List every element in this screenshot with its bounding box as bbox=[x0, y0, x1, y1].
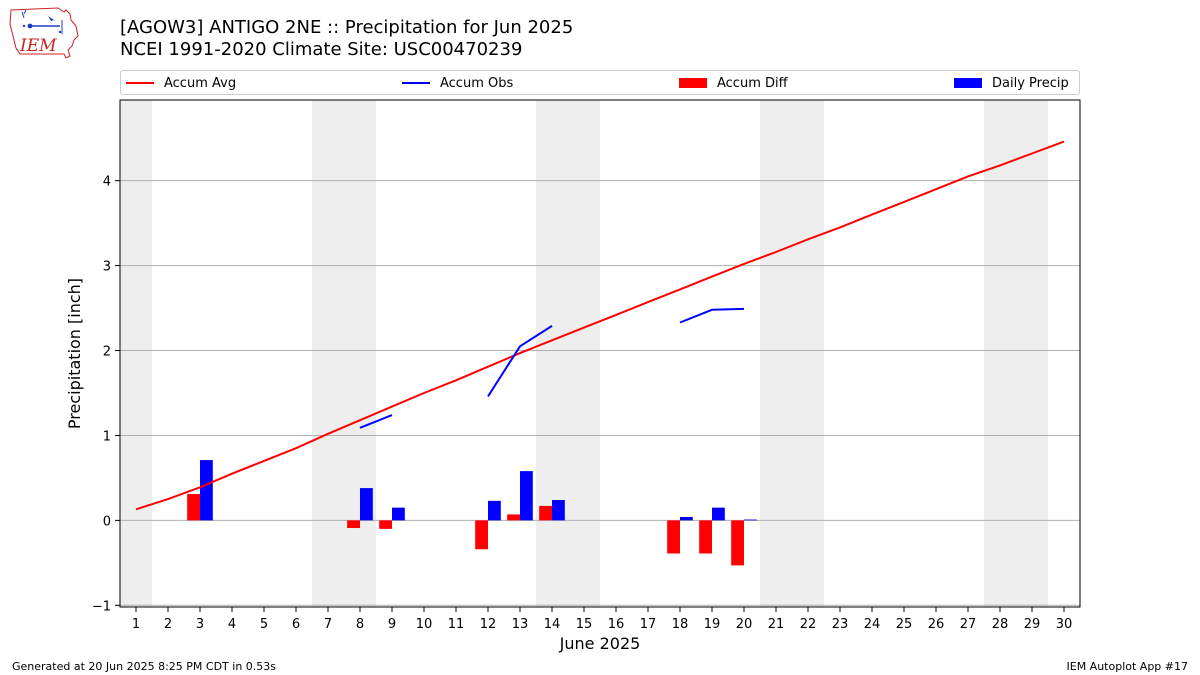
xtick-label-19: 19 bbox=[704, 617, 721, 632]
weekend-shade-day-14 bbox=[536, 100, 568, 607]
ytick-label-4: 4 bbox=[103, 175, 111, 190]
legend-item-daily-precip: Daily Precip bbox=[954, 74, 1069, 92]
accum-diff-bar-day-19 bbox=[699, 520, 712, 554]
plot-frame bbox=[119, 99, 1081, 608]
legend-label-accum-diff: Accum Diff bbox=[717, 75, 788, 91]
xtick-label-23: 23 bbox=[832, 617, 849, 632]
ytick-label-1: 1 bbox=[103, 429, 111, 444]
accum-diff-bar-day-9 bbox=[379, 520, 392, 529]
daily-precip-bar-day-14 bbox=[552, 499, 565, 521]
xtick-label-27: 27 bbox=[960, 617, 977, 632]
xtick-label-4: 4 bbox=[228, 617, 236, 632]
legend-item-accum-obs: Accum Obs bbox=[402, 74, 513, 92]
legend-item-accum-avg: Accum Avg bbox=[126, 74, 236, 92]
xtick-label-18: 18 bbox=[672, 617, 689, 632]
xtick-label-20: 20 bbox=[736, 617, 753, 632]
chart-title: [AGOW3] ANTIGO 2NE :: Precipitation for … bbox=[120, 17, 574, 38]
daily-precip-bar-day-8 bbox=[360, 488, 373, 521]
ytick-label-2: 2 bbox=[103, 345, 111, 360]
iem-logo: IEM bbox=[9, 7, 79, 59]
xtick-label-3: 3 bbox=[196, 617, 204, 632]
xtick-label-26: 26 bbox=[928, 617, 945, 632]
ytick-label-3: 3 bbox=[103, 260, 111, 275]
xtick-label-7: 7 bbox=[324, 617, 332, 632]
xtick-label-16: 16 bbox=[608, 617, 625, 632]
xtick-label-13: 13 bbox=[512, 617, 529, 632]
xtick-label-2: 2 bbox=[164, 617, 172, 632]
accum-obs-line-0 bbox=[359, 414, 393, 429]
accum-diff-bar-day-8 bbox=[347, 520, 360, 529]
weekend-shade-day-15 bbox=[568, 100, 600, 607]
xtick-label-14: 14 bbox=[544, 617, 561, 632]
xtick-label-9: 9 bbox=[388, 617, 396, 632]
accum-diff-bar-day-20 bbox=[731, 520, 744, 566]
xtick-label-10: 10 bbox=[416, 617, 433, 632]
weekend-shade-day-21 bbox=[760, 100, 792, 607]
weekend-shade-day-8 bbox=[344, 100, 376, 607]
xtick-label-30: 30 bbox=[1056, 617, 1073, 632]
daily-precip-bar-day-13 bbox=[520, 471, 533, 521]
legend-swatch-accum-diff bbox=[679, 78, 707, 88]
accum-diff-bar-day-14 bbox=[539, 505, 552, 521]
accum-obs-line-2 bbox=[679, 307, 745, 324]
weekend-shade-day-28 bbox=[984, 100, 1016, 607]
legend-swatch-accum-avg bbox=[126, 82, 154, 84]
xtick-label-12: 12 bbox=[480, 617, 497, 632]
xtick-label-6: 6 bbox=[292, 617, 300, 632]
xtick-label-15: 15 bbox=[576, 617, 593, 632]
x-axis-label: June 2025 bbox=[559, 634, 641, 653]
daily-precip-bar-day-20 bbox=[744, 519, 757, 521]
xtick-label-8: 8 bbox=[356, 617, 364, 632]
legend-swatch-accum-obs bbox=[402, 82, 430, 84]
accum-diff-bar-day-18 bbox=[667, 520, 680, 554]
accum-diff-bar-day-13 bbox=[507, 514, 520, 521]
xtick-label-24: 24 bbox=[864, 617, 881, 632]
legend-swatch-daily-precip bbox=[954, 78, 982, 88]
legend-label-accum-avg: Accum Avg bbox=[164, 75, 237, 91]
legend: Accum Avg Accum Obs Accum Diff Daily Pre… bbox=[120, 70, 1080, 95]
accum-diff-bar-day-3 bbox=[187, 494, 200, 521]
daily-precip-bar-day-12 bbox=[488, 500, 501, 521]
xtick-label-25: 25 bbox=[896, 617, 913, 632]
ytick-label--1: −1 bbox=[92, 599, 111, 614]
daily-precip-bar-day-18 bbox=[680, 516, 693, 521]
ytick-label-0: 0 bbox=[103, 514, 111, 529]
app-label: IEM Autoplot App #17 bbox=[1066, 660, 1189, 673]
xtick-label-17: 17 bbox=[640, 617, 657, 632]
xtick-label-28: 28 bbox=[992, 617, 1009, 632]
xtick-label-22: 22 bbox=[800, 617, 817, 632]
weekend-shade-day-29 bbox=[1016, 100, 1048, 607]
y-axis-label: Precipitation [inch] bbox=[65, 278, 84, 429]
xtick-label-29: 29 bbox=[1024, 617, 1041, 632]
iem-logo-text: IEM bbox=[19, 36, 57, 56]
xtick-label-21: 21 bbox=[768, 617, 785, 632]
daily-precip-bar-day-3 bbox=[200, 460, 213, 521]
weekend-shade-day-1 bbox=[120, 100, 152, 607]
weekend-shade-day-7 bbox=[312, 100, 344, 607]
accum-avg-line-0 bbox=[135, 140, 1065, 511]
generated-timestamp: Generated at 20 Jun 2025 8:25 PM CDT in … bbox=[12, 660, 277, 673]
xtick-label-1: 1 bbox=[132, 617, 140, 632]
accum-obs-line-1 bbox=[487, 325, 553, 397]
chart-subtitle: NCEI 1991-2020 Climate Site: USC00470239 bbox=[120, 39, 523, 60]
xtick-label-5: 5 bbox=[260, 617, 268, 632]
legend-label-daily-precip: Daily Precip bbox=[992, 75, 1069, 91]
legend-label-accum-obs: Accum Obs bbox=[440, 75, 514, 91]
xtick-label-11: 11 bbox=[448, 617, 465, 632]
weekend-shade-day-22 bbox=[792, 100, 824, 607]
accum-diff-bar-day-12 bbox=[475, 520, 488, 550]
daily-precip-bar-day-19 bbox=[712, 507, 725, 521]
legend-item-accum-diff: Accum Diff bbox=[679, 74, 788, 92]
daily-precip-bar-day-9 bbox=[392, 507, 405, 521]
